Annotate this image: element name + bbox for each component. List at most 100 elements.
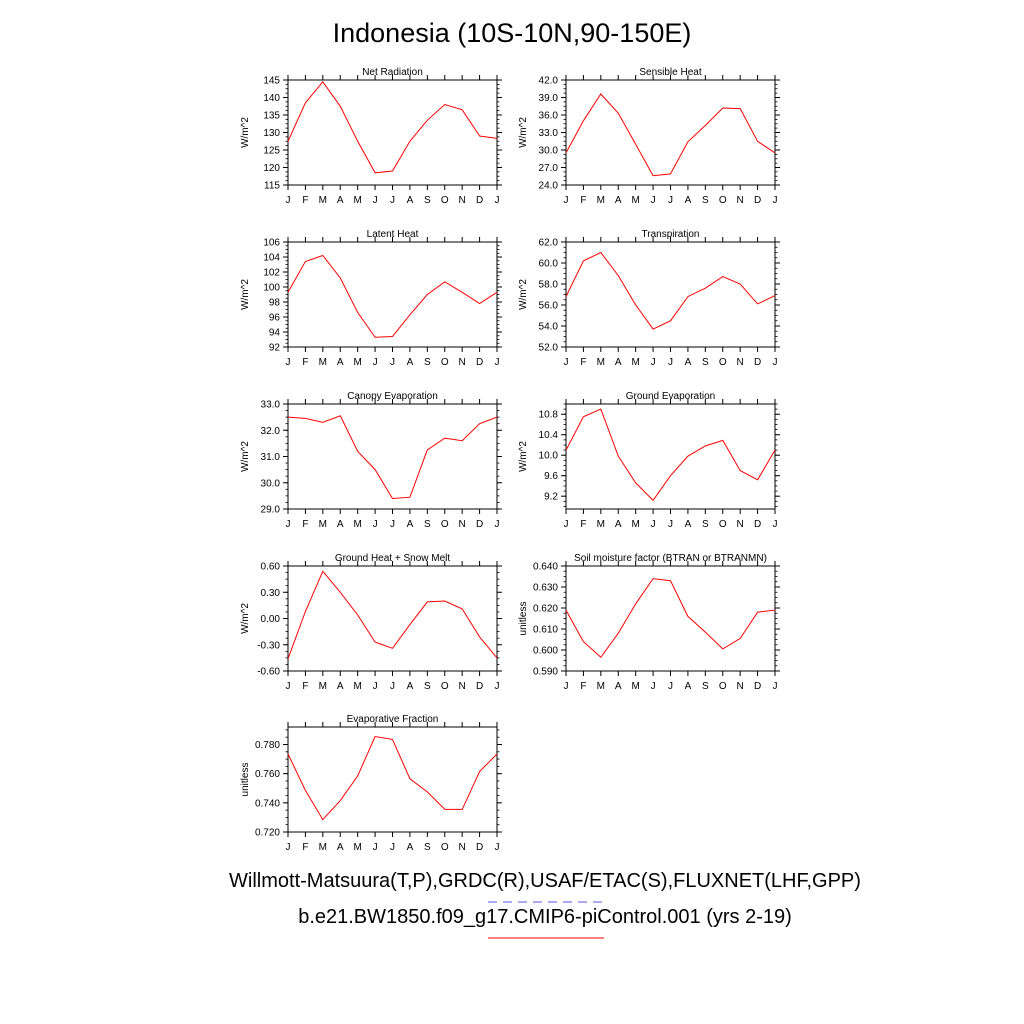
x-tick-label: M [631, 519, 639, 530]
x-tick-label: J [373, 519, 378, 530]
y-tick-label: 27.0 [539, 163, 559, 174]
plot-frame [287, 565, 498, 672]
y-axis-label: W/m^2 [518, 279, 529, 310]
x-tick-label: F [302, 681, 308, 692]
x-tick-label: N [737, 195, 744, 206]
legend-observations: Willmott-Matsuura(T,P),GRDC(R),USAF/ETAC… [229, 870, 861, 892]
y-tick-label: 106 [263, 238, 280, 249]
x-tick-label: J [390, 519, 395, 530]
y-tick-label: 9.6 [544, 471, 558, 482]
x-tick-label: M [631, 357, 639, 368]
x-tick-label: J [286, 842, 291, 853]
series-line [287, 415, 498, 500]
y-tick-label: 0.640 [533, 562, 558, 573]
plot-frame [565, 403, 776, 510]
x-tick-label: J [373, 681, 378, 692]
plot-frame [287, 726, 498, 833]
y-tick-label: 56.0 [539, 301, 559, 312]
y-tick-label: 0.720 [255, 828, 280, 839]
y-tick-label: 32.0 [261, 426, 281, 437]
y-tick-label: 52.0 [539, 343, 559, 354]
y-tick-label: 10.0 [539, 451, 559, 462]
x-tick-label: J [564, 195, 569, 206]
x-tick-label: A [337, 842, 344, 853]
x-tick-label: N [737, 681, 744, 692]
x-tick-label: S [424, 519, 431, 530]
x-tick-label: F [302, 357, 308, 368]
x-tick-label: J [286, 195, 291, 206]
x-tick-label: M [319, 519, 327, 530]
y-tick-label: 54.0 [539, 322, 559, 333]
y-axis-label: W/m^2 [240, 279, 251, 310]
y-tick-label: 58.0 [539, 280, 559, 291]
x-tick-label: N [459, 519, 466, 530]
x-tick-label: J [564, 357, 569, 368]
y-tick-label: 135 [263, 111, 280, 122]
panel-transpiration: Transpiration W/m^2 52.0 54.0 56.0 58.0 60.0 62… [518, 229, 780, 368]
x-tick-label: A [337, 681, 344, 692]
x-tick-label: A [337, 195, 344, 206]
series-line [565, 408, 776, 502]
y-axis-label: unitless [518, 602, 529, 636]
x-tick-label: J [390, 842, 395, 853]
x-tick-label: A [685, 195, 692, 206]
x-tick-label: D [476, 681, 483, 692]
y-tick-label: 60.0 [539, 259, 559, 270]
x-tick-label: D [476, 842, 483, 853]
x-tick-label: S [424, 195, 431, 206]
x-tick-label: F [302, 519, 308, 530]
x-tick-label: M [319, 357, 327, 368]
series-line [287, 80, 498, 174]
x-tick-label: A [615, 357, 622, 368]
x-tick-label: O [441, 681, 449, 692]
x-tick-label: J [668, 357, 673, 368]
x-tick-label: J [390, 681, 395, 692]
x-tick-label: M [353, 519, 361, 530]
series-line [287, 735, 498, 821]
series-line [287, 570, 498, 659]
x-tick-label: S [424, 842, 431, 853]
y-axis-label: W/m^2 [240, 441, 251, 472]
x-tick-label: M [353, 357, 361, 368]
x-tick-label: S [702, 357, 709, 368]
x-tick-label: J [373, 195, 378, 206]
x-tick-label: M [597, 195, 605, 206]
x-tick-label: O [441, 195, 449, 206]
x-tick-label: A [685, 357, 692, 368]
x-tick-label: A [407, 842, 414, 853]
x-tick-label: F [302, 195, 308, 206]
x-tick-label: A [407, 357, 414, 368]
panel-title: Ground Heat + Snow Melt [335, 553, 451, 564]
y-axis-label: W/m^2 [240, 117, 251, 148]
x-tick-label: N [737, 519, 744, 530]
y-tick-label: 31.0 [261, 452, 281, 463]
x-tick-label: O [441, 357, 449, 368]
x-tick-label: F [302, 842, 308, 853]
y-tick-label: 100 [263, 283, 280, 294]
x-tick-label: A [685, 681, 692, 692]
y-tick-label: 96 [269, 313, 281, 324]
x-tick-label: O [719, 681, 727, 692]
y-tick-label: 24.0 [539, 181, 559, 192]
panel-evaporative-fraction: Evaporative Fraction unitless 0.720 0.740 0.… [240, 714, 502, 853]
x-tick-label: J [773, 519, 778, 530]
y-tick-label: 0.630 [533, 583, 558, 594]
x-tick-label: J [651, 195, 656, 206]
plot-frame [565, 241, 776, 348]
x-tick-label: O [719, 357, 727, 368]
x-tick-label: M [353, 681, 361, 692]
x-tick-label: M [631, 681, 639, 692]
panel-title: Transpiration [642, 229, 700, 240]
y-tick-label: 10.4 [539, 430, 559, 441]
y-tick-label: 0.740 [255, 798, 280, 809]
x-tick-label: D [476, 195, 483, 206]
y-tick-label: 145 [263, 76, 280, 87]
x-tick-label: S [702, 195, 709, 206]
x-tick-label: F [580, 195, 586, 206]
y-tick-label: 0.610 [533, 625, 558, 636]
x-tick-label: O [441, 842, 449, 853]
x-tick-label: J [564, 519, 569, 530]
x-tick-label: J [651, 519, 656, 530]
panel-title: Latent Heat [367, 229, 419, 240]
